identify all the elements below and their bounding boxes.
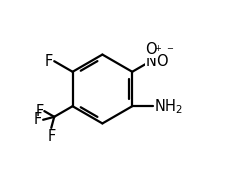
Text: O: O xyxy=(155,54,167,69)
Text: NH$_2$: NH$_2$ xyxy=(154,97,182,116)
Text: F: F xyxy=(34,112,42,127)
Text: $^+$: $^+$ xyxy=(152,45,162,58)
Text: $^-$: $^-$ xyxy=(164,45,173,58)
Text: O: O xyxy=(144,42,156,57)
Text: N: N xyxy=(144,54,155,69)
Text: F: F xyxy=(35,104,43,119)
Text: F: F xyxy=(47,129,55,144)
Text: F: F xyxy=(44,54,53,69)
